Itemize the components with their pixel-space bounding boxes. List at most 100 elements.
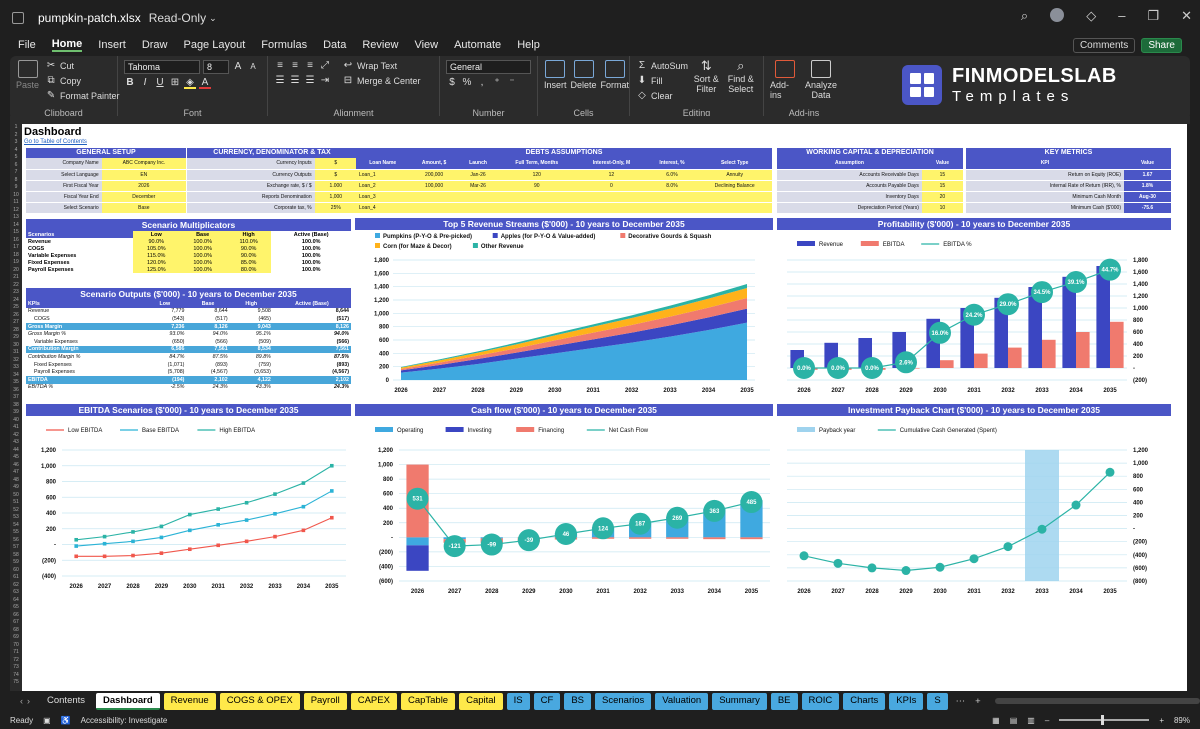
- row-number[interactable]: 47: [13, 469, 19, 475]
- font-size-select[interactable]: 8: [203, 60, 229, 74]
- indent-icon[interactable]: ⇥: [320, 75, 330, 86]
- normal-view-icon[interactable]: ▦: [992, 715, 1000, 725]
- tab-summary[interactable]: Summary: [712, 692, 767, 710]
- tab-payroll[interactable]: Payroll: [303, 692, 347, 710]
- format-painter-button[interactable]: ✎ Format Painter: [46, 90, 120, 101]
- row-number[interactable]: 34: [13, 371, 19, 378]
- tab-bs[interactable]: BS: [564, 692, 592, 710]
- menu-data[interactable]: Data: [323, 39, 347, 51]
- zoom-thumb[interactable]: [1101, 715, 1105, 725]
- row-number[interactable]: 57: [13, 544, 19, 550]
- font-name-select[interactable]: Tahoma: [124, 60, 200, 74]
- tab-scenarios[interactable]: Scenarios: [595, 692, 652, 710]
- row-number[interactable]: 5: [14, 154, 18, 160]
- row-number[interactable]: 46: [13, 461, 19, 468]
- tab-roic[interactable]: ROIC: [801, 692, 840, 710]
- tab-cogs-opex[interactable]: COGS & OPEX: [219, 692, 300, 710]
- chevron-down-icon[interactable]: ⌄: [209, 12, 217, 23]
- horizontal-scrollbar[interactable]: [994, 698, 1200, 704]
- row-number[interactable]: 48: [13, 476, 19, 483]
- row-number[interactable]: 67: [13, 619, 19, 625]
- tab-captable[interactable]: CapTable: [400, 692, 456, 710]
- decrease-font-icon[interactable]: A: [250, 62, 256, 71]
- tab-kpis[interactable]: KPIs: [889, 692, 924, 710]
- wrap-text-icon[interactable]: ↩: [343, 60, 353, 71]
- row-number[interactable]: 69: [13, 634, 19, 640]
- menu-home[interactable]: Home: [51, 38, 83, 52]
- menu-page-layout[interactable]: Page Layout: [183, 39, 246, 51]
- row-number[interactable]: 2: [14, 131, 18, 138]
- row-number[interactable]: 31: [13, 349, 19, 355]
- menu-insert[interactable]: Insert: [98, 39, 126, 51]
- tab-revenue[interactable]: Revenue: [163, 692, 216, 710]
- clear-button[interactable]: ◇ Clear: [636, 90, 688, 102]
- accessibility-status[interactable]: Accessibility: Investigate: [80, 715, 168, 725]
- row-number[interactable]: 10: [13, 191, 19, 198]
- row-number[interactable]: 73: [13, 664, 19, 670]
- align-left-icon[interactable]: ☰: [275, 75, 285, 86]
- row-number[interactable]: 36: [13, 386, 19, 393]
- tab-valuation[interactable]: Valuation: [655, 692, 709, 710]
- row-number[interactable]: 19: [13, 259, 19, 265]
- row-number[interactable]: 68: [13, 626, 19, 633]
- read-only-mode[interactable]: Read-Only: [148, 11, 207, 25]
- row-number[interactable]: 35: [13, 379, 19, 385]
- decrease-decimal-icon[interactable]: ⁻: [509, 77, 515, 88]
- row-number[interactable]: 44: [13, 446, 19, 453]
- number-format-select[interactable]: General: [446, 60, 531, 74]
- underline-icon[interactable]: U: [156, 77, 164, 88]
- row-number[interactable]: 12: [13, 206, 19, 213]
- orientation-icon[interactable]: ⤢: [321, 60, 329, 71]
- row-number[interactable]: 30: [13, 341, 19, 348]
- row-number[interactable]: 71: [13, 649, 19, 655]
- row-number[interactable]: 7: [14, 169, 18, 175]
- delete-cells-button[interactable]: Delete: [571, 60, 597, 116]
- autosum-button[interactable]: Σ AutoSum: [636, 60, 688, 72]
- comments-button[interactable]: Comments: [1072, 37, 1136, 53]
- row-number[interactable]: 49: [13, 484, 19, 490]
- row-number[interactable]: 15: [13, 229, 19, 235]
- row-number[interactable]: 28: [13, 326, 19, 333]
- format-cells-button[interactable]: Format: [601, 60, 629, 116]
- insert-cells-button[interactable]: Insert: [544, 60, 567, 116]
- zoom-slider[interactable]: [1059, 715, 1150, 725]
- minimize-icon[interactable]: –: [1118, 8, 1126, 23]
- close-icon[interactable]: ✕: [1181, 8, 1192, 23]
- tab-capex[interactable]: CAPEX: [350, 692, 397, 710]
- row-number[interactable]: 45: [13, 454, 19, 460]
- borders-icon[interactable]: ⊞: [170, 77, 180, 88]
- row-number[interactable]: 72: [13, 656, 19, 663]
- next-sheet-icon[interactable]: ›: [27, 696, 30, 706]
- menu-help[interactable]: Help: [517, 39, 540, 51]
- row-number[interactable]: 17: [13, 244, 19, 250]
- bold-icon[interactable]: B: [126, 77, 134, 88]
- row-number[interactable]: 26: [13, 311, 19, 318]
- row-number[interactable]: 63: [13, 589, 19, 595]
- row-number[interactable]: 74: [13, 671, 19, 678]
- row-number[interactable]: 50: [13, 491, 19, 498]
- row-number[interactable]: 65: [13, 604, 19, 610]
- tab-cf[interactable]: CF: [533, 692, 561, 710]
- row-number[interactable]: 38: [13, 401, 19, 408]
- row-number[interactable]: 62: [13, 581, 19, 588]
- find-select-button[interactable]: ⌕ Find & Select: [727, 58, 754, 94]
- menu-review[interactable]: Review: [362, 39, 399, 51]
- diamond-icon[interactable]: ◇: [1086, 8, 1097, 23]
- menu-formulas[interactable]: Formulas: [261, 39, 308, 51]
- share-button[interactable]: Share: [1141, 37, 1182, 53]
- avatar[interactable]: [1050, 8, 1065, 22]
- row-number[interactable]: 64: [13, 596, 19, 603]
- row-number[interactable]: 39: [13, 409, 19, 415]
- row-number[interactable]: 37: [13, 394, 19, 400]
- row-number[interactable]: 66: [13, 611, 19, 618]
- row-number[interactable]: 1: [14, 124, 18, 130]
- currency-icon[interactable]: $: [449, 77, 455, 88]
- row-number[interactable]: 4: [14, 146, 18, 153]
- fill-button[interactable]: ⬇ Fill: [637, 75, 663, 86]
- row-number[interactable]: 13: [13, 214, 19, 220]
- row-number[interactable]: 41: [13, 424, 19, 430]
- row-number[interactable]: 59: [13, 559, 19, 565]
- row-number[interactable]: 8: [14, 176, 18, 183]
- search-icon[interactable]: ⌕: [1020, 8, 1029, 23]
- row-number[interactable]: 29: [13, 334, 19, 340]
